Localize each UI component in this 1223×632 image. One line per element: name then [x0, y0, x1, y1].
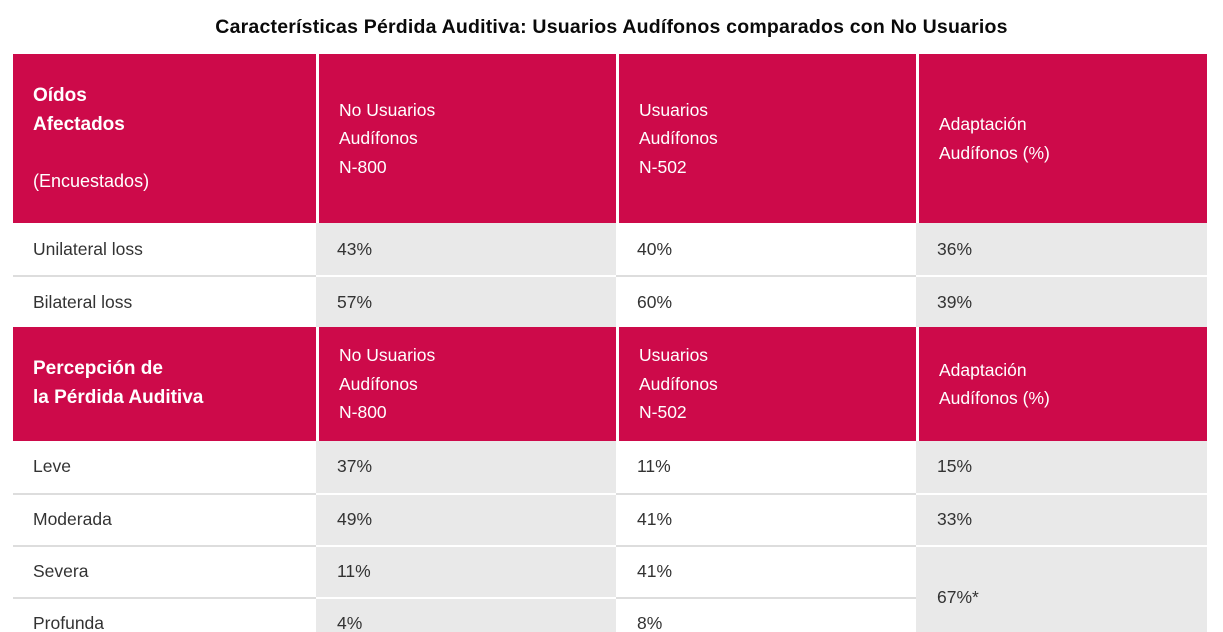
- cell-value: 37%: [316, 440, 616, 493]
- cell-value: 60%: [616, 275, 916, 328]
- column-header-usuarios: Usuarios Audífonos N-502: [616, 327, 916, 441]
- cell-value: 11%: [316, 544, 616, 597]
- table-row-bilateral: Bilateral loss 57% 60% 39%: [13, 275, 1207, 328]
- row-label: Profunda: [13, 596, 316, 632]
- section2-header-row: Percepción de la Pérdida Auditiva No Usu…: [13, 327, 1207, 441]
- cell-value: 11%: [616, 440, 916, 493]
- page-title: Características Pérdida Auditiva: Usuari…: [215, 16, 1008, 38]
- table-row-leve: Leve 37% 11% 15%: [13, 440, 1207, 493]
- column-header-no-usuarios: No Usuarios Audífonos N-800: [316, 327, 616, 441]
- table-row-severa: Severa 11% 41% 67%*: [13, 544, 1207, 632]
- section1-header-row: Oídos Afectados (Encuestados) No Usuario…: [13, 54, 1207, 224]
- hearing-loss-table: Oídos Afectados (Encuestados) No Usuario…: [13, 54, 1207, 632]
- cell-value: 40%: [616, 223, 916, 276]
- cell-value: 41%: [616, 544, 916, 597]
- table-row-profunda: Profunda 4% 8%: [13, 596, 1207, 632]
- table-row-unilateral: Unilateral loss 43% 40% 36%: [13, 223, 1207, 276]
- section1-title: Oídos Afectados: [33, 85, 125, 135]
- cell-value: 57%: [316, 275, 616, 328]
- cell-value: 33%: [916, 492, 1207, 545]
- cell-value: 15%: [916, 440, 1207, 493]
- cell-value: 43%: [316, 223, 616, 276]
- page: Características Pérdida Auditiva: Usuari…: [0, 16, 1223, 632]
- cell-value: 41%: [616, 492, 916, 545]
- row-label: Severa: [13, 544, 316, 597]
- section2-title: Percepción de la Pérdida Auditiva: [33, 358, 204, 408]
- cell-value: 39%: [916, 275, 1207, 328]
- row-label: Leve: [13, 440, 316, 493]
- cell-value: 4%: [316, 596, 616, 632]
- cell-value: 8%: [616, 596, 916, 632]
- cell-value: 49%: [316, 492, 616, 545]
- column-header-usuarios: Usuarios Audífonos N-502: [616, 54, 916, 224]
- column-header-adaptacion: Adaptación Audífonos (%): [916, 54, 1207, 224]
- table-row-moderada: Moderada 49% 41% 33%: [13, 492, 1207, 545]
- cell-value-merged: 67%*: [916, 544, 1207, 632]
- section2-row-header-cell: Percepción de la Pérdida Auditiva: [13, 327, 316, 441]
- column-header-no-usuarios: No Usuarios Audífonos N-800: [316, 54, 616, 224]
- cell-value: 36%: [916, 223, 1207, 276]
- column-header-adaptacion: Adaptación Audífonos (%): [916, 327, 1207, 441]
- section1-subtitle: (Encuestados): [33, 170, 150, 191]
- section1-row-header-cell: Oídos Afectados (Encuestados): [13, 54, 316, 224]
- row-label: Moderada: [13, 492, 316, 545]
- row-label: Bilateral loss: [13, 275, 316, 328]
- row-label: Unilateral loss: [13, 223, 316, 276]
